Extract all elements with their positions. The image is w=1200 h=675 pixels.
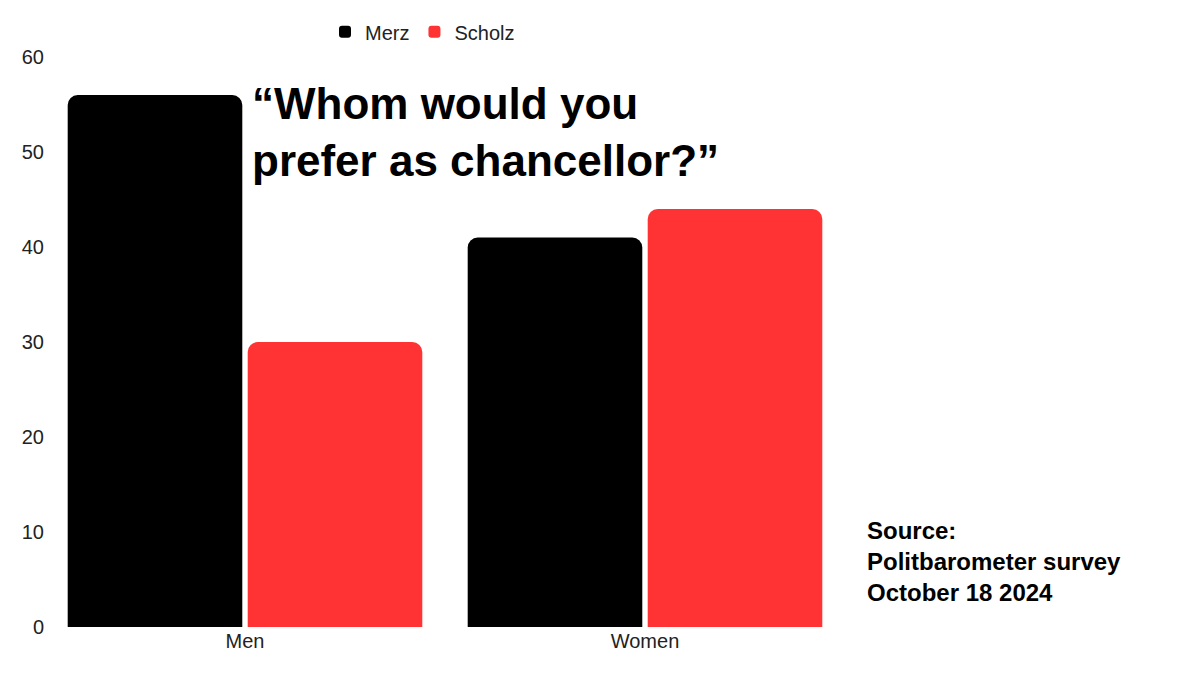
svg-text:Source:Politbarometer surveyOc: Source:Politbarometer surveyOctober 18 2… xyxy=(867,517,1121,606)
svg-text:30: 30 xyxy=(22,331,44,353)
svg-text:Merz: Merz xyxy=(365,22,409,44)
svg-text:40: 40 xyxy=(22,236,44,258)
svg-text:60: 60 xyxy=(22,46,44,68)
svg-text:10: 10 xyxy=(22,521,44,543)
svg-text:“Whom would youprefer as chanc: “Whom would youprefer as chancellor?” xyxy=(252,79,719,185)
svg-text:Women: Women xyxy=(611,630,680,652)
svg-text:Scholz: Scholz xyxy=(454,22,514,44)
svg-text:0: 0 xyxy=(33,616,44,638)
svg-text:50: 50 xyxy=(22,141,44,163)
svg-text:Men: Men xyxy=(226,630,265,652)
svg-text:20: 20 xyxy=(22,426,44,448)
